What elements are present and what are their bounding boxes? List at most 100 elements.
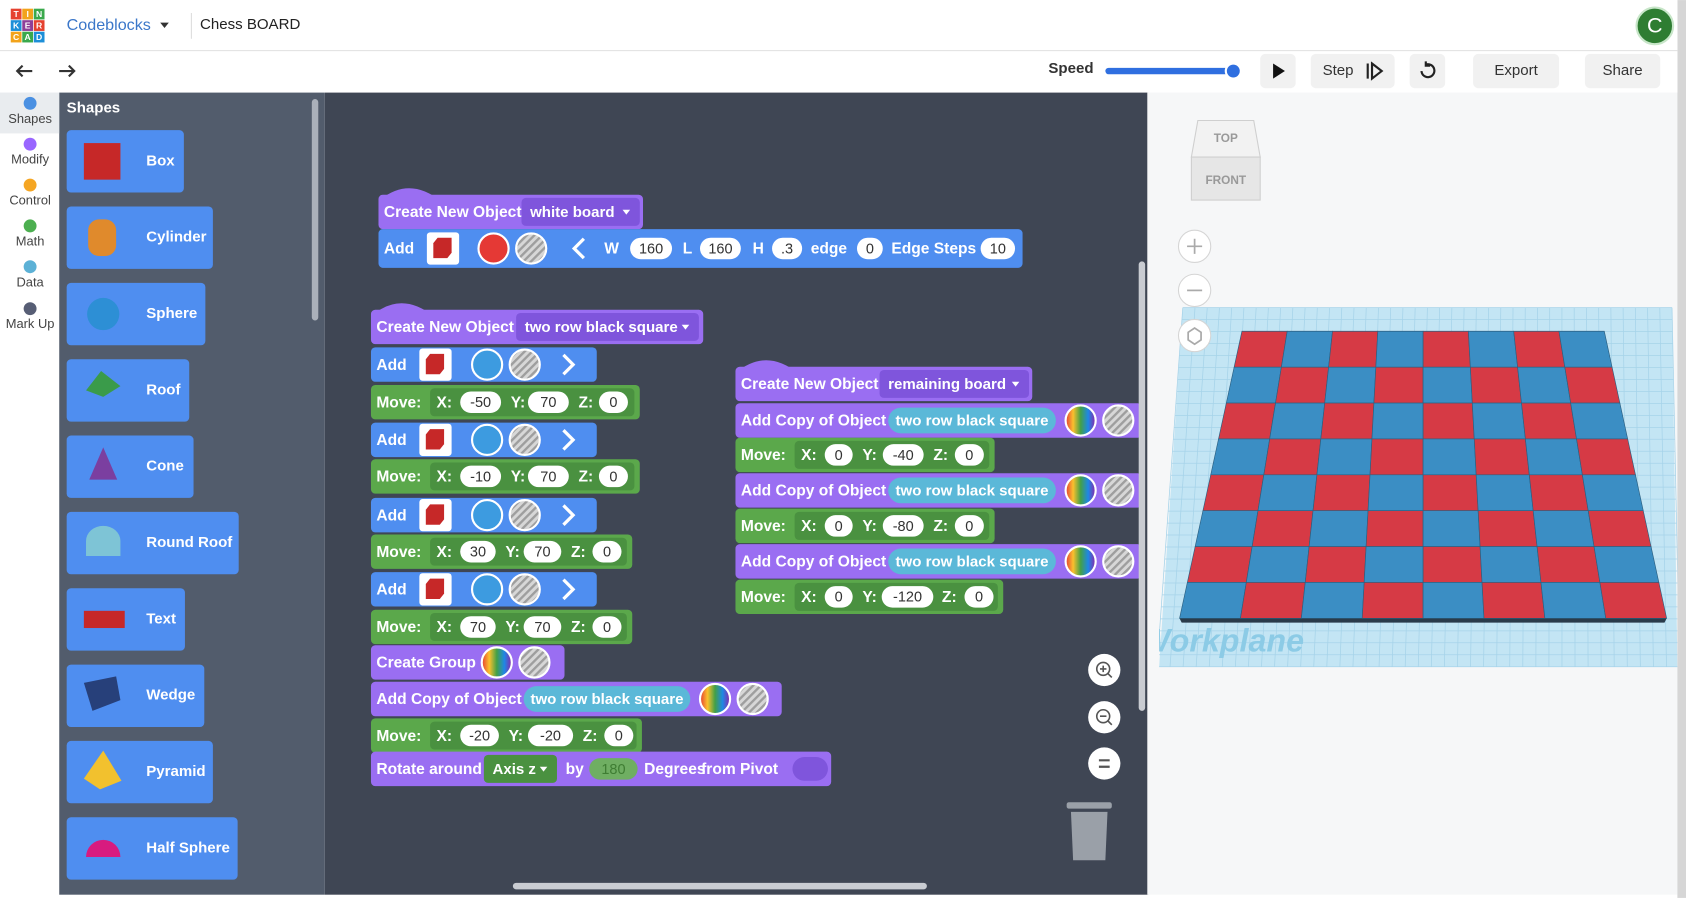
- category-label[interactable]: Modify: [11, 152, 50, 167]
- number-input[interactable]: [630, 237, 673, 260]
- number-input[interactable]: [954, 444, 984, 466]
- category-dot[interactable]: [23, 96, 37, 110]
- zoom-in-button[interactable]: [1088, 653, 1121, 687]
- category-dot[interactable]: [23, 302, 37, 316]
- category-label[interactable]: Control: [9, 193, 51, 208]
- number-input[interactable]: [589, 758, 638, 780]
- number-input[interactable]: [523, 616, 562, 638]
- number-input[interactable]: [592, 540, 622, 563]
- stripe-color-swatch[interactable]: [1102, 545, 1135, 578]
- rainbow-color-swatch[interactable]: [480, 646, 513, 679]
- speed-knob[interactable]: [1224, 62, 1242, 80]
- number-input[interactable]: [604, 724, 634, 747]
- category-label[interactable]: Data: [16, 274, 44, 289]
- rainbow-color-swatch[interactable]: [1064, 404, 1097, 437]
- rainbow-color-swatch[interactable]: [698, 682, 732, 716]
- number-input[interactable]: [523, 540, 562, 563]
- zoom-reset-button[interactable]: [1088, 747, 1121, 780]
- shape-block[interactable]: [66, 359, 190, 422]
- number-input[interactable]: [964, 586, 994, 608]
- blue-color-swatch[interactable]: [470, 423, 504, 456]
- expand-arrow[interactable]: [562, 504, 576, 526]
- expand-arrow[interactable]: [562, 353, 576, 376]
- number-input[interactable]: [882, 515, 924, 537]
- rainbow-color-swatch[interactable]: [1064, 474, 1097, 507]
- dropdown[interactable]: [521, 197, 640, 226]
- blue-color-swatch[interactable]: [470, 573, 504, 606]
- collapse-arrow[interactable]: [571, 237, 586, 260]
- category-dot[interactable]: [23, 260, 37, 274]
- undo-button[interactable]: [15, 64, 33, 78]
- number-input[interactable]: [856, 237, 883, 260]
- number-input[interactable]: [460, 540, 496, 563]
- shape-block[interactable]: [66, 435, 194, 498]
- redo-button[interactable]: [59, 64, 76, 78]
- category-dot[interactable]: [23, 178, 37, 192]
- number-input[interactable]: [598, 465, 628, 488]
- share-button[interactable]: [1584, 53, 1661, 89]
- number-input[interactable]: [980, 237, 1016, 260]
- category-label[interactable]: Math: [16, 233, 45, 248]
- blue-color-swatch[interactable]: [470, 348, 504, 381]
- number-input[interactable]: [527, 724, 574, 747]
- shape-block[interactable]: [66, 588, 185, 651]
- viewcube-front[interactable]: [1190, 156, 1261, 201]
- board-square: [1475, 474, 1534, 512]
- category-label[interactable]: Shapes: [8, 111, 52, 126]
- mode-menu[interactable]: Codeblocks: [67, 16, 151, 34]
- number-input[interactable]: [527, 391, 569, 413]
- trash-lid[interactable]: [1066, 802, 1112, 809]
- number-input[interactable]: [772, 237, 803, 260]
- category-label[interactable]: Mark Up: [6, 316, 55, 331]
- stripe-color-swatch[interactable]: [518, 646, 551, 679]
- number-input[interactable]: [460, 724, 499, 747]
- red-color-swatch[interactable]: [477, 232, 510, 265]
- category-dot[interactable]: [23, 219, 37, 233]
- number-input[interactable]: [824, 444, 853, 466]
- export-button[interactable]: [1473, 53, 1560, 89]
- stripe-color-swatch[interactable]: [515, 232, 548, 265]
- stripe-color-swatch[interactable]: [736, 682, 769, 716]
- step-button[interactable]: [1310, 53, 1395, 89]
- rainbow-color-swatch[interactable]: [1064, 545, 1097, 578]
- number-input[interactable]: [598, 391, 628, 413]
- number-input[interactable]: [460, 616, 496, 638]
- number-input[interactable]: [881, 586, 934, 608]
- dropdown[interactable]: [516, 312, 699, 341]
- number-input[interactable]: [882, 444, 924, 466]
- number-input[interactable]: [527, 465, 569, 488]
- dropdown[interactable]: [483, 754, 557, 783]
- category-dot[interactable]: [23, 137, 37, 151]
- number-input[interactable]: [954, 515, 984, 537]
- avatar[interactable]: [1635, 6, 1675, 46]
- blue-color-swatch[interactable]: [470, 498, 504, 532]
- stripe-color-swatch[interactable]: [508, 498, 541, 532]
- number-input[interactable]: [460, 465, 502, 488]
- view-home-button[interactable]: [1177, 318, 1212, 353]
- object-chip[interactable]: [888, 548, 1056, 575]
- shape-block[interactable]: [66, 817, 238, 880]
- expand-arrow[interactable]: [562, 429, 576, 451]
- number-input[interactable]: [460, 391, 502, 413]
- trash-can[interactable]: [1070, 811, 1108, 861]
- design-title[interactable]: Chess BOARD: [200, 16, 300, 33]
- code-block[interactable]: [370, 645, 565, 680]
- number-input[interactable]: [699, 237, 741, 260]
- stripe-color-swatch[interactable]: [508, 348, 541, 381]
- stripe-color-swatch[interactable]: [1102, 474, 1135, 507]
- number-input[interactable]: [592, 616, 622, 638]
- object-chip[interactable]: [888, 477, 1056, 504]
- stripe-color-swatch[interactable]: [508, 423, 541, 456]
- object-chip[interactable]: [523, 686, 691, 712]
- dropdown[interactable]: [879, 369, 1030, 398]
- empty-input[interactable]: [792, 757, 828, 781]
- number-input[interactable]: [824, 515, 853, 537]
- zoom-out-button[interactable]: [1088, 701, 1121, 734]
- object-chip[interactable]: [888, 407, 1056, 434]
- stripe-color-swatch[interactable]: [1102, 404, 1135, 437]
- reset-button[interactable]: [1409, 53, 1446, 89]
- mode-caret[interactable]: [160, 22, 169, 29]
- stripe-color-swatch[interactable]: [508, 573, 541, 606]
- expand-arrow[interactable]: [562, 578, 576, 601]
- number-input[interactable]: [824, 586, 853, 608]
